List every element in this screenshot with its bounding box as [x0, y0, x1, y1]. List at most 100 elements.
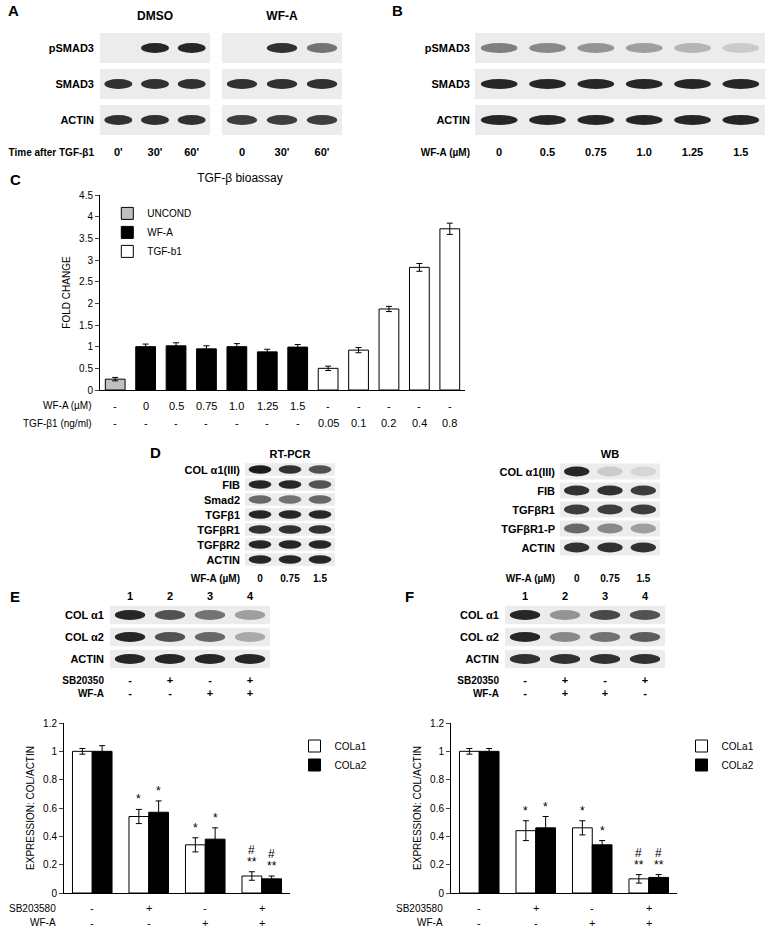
- svg-text:0.5: 0.5: [540, 146, 555, 158]
- svg-text:+: +: [146, 902, 152, 914]
- svg-text:-: -: [147, 917, 151, 929]
- svg-text:TGF-β bioassay: TGF-β bioassay: [197, 171, 283, 185]
- svg-text:0.2: 0.2: [430, 859, 444, 870]
- svg-text:0.75: 0.75: [585, 146, 606, 158]
- svg-text:0.8: 0.8: [430, 774, 444, 785]
- svg-text:4: 4: [642, 590, 649, 602]
- svg-text:-: -: [265, 417, 269, 429]
- svg-text:0.6: 0.6: [430, 803, 444, 814]
- svg-text:ACTIN: ACTIN: [436, 114, 470, 126]
- svg-text:C: C: [10, 171, 21, 188]
- svg-text:WF-A: WF-A: [266, 9, 298, 23]
- svg-text:COL α1(III): COL α1(III): [185, 464, 241, 476]
- svg-text:WB: WB: [601, 448, 619, 460]
- svg-text:Time after TGF-β1: Time after TGF-β1: [9, 147, 95, 158]
- svg-text:0.75: 0.75: [600, 573, 620, 584]
- svg-text:1.5: 1.5: [290, 400, 305, 412]
- svg-text:SB203580: SB203580: [9, 903, 56, 914]
- svg-text:**: **: [634, 858, 644, 872]
- svg-text:pSMAD3: pSMAD3: [425, 42, 470, 54]
- svg-text:+: +: [589, 917, 595, 929]
- svg-text:WF-A: WF-A: [473, 688, 499, 699]
- svg-text:3: 3: [602, 590, 608, 602]
- svg-text:TGF-b1: TGF-b1: [147, 246, 182, 257]
- svg-text:SB20350: SB20350: [457, 675, 499, 686]
- svg-text:TGFβR2: TGFβR2: [197, 539, 240, 551]
- svg-text:*: *: [543, 800, 548, 814]
- svg-text:1.2: 1.2: [43, 718, 57, 729]
- svg-text:EXPRESSION: COL/ACTIN: EXPRESSION: COL/ACTIN: [25, 746, 36, 870]
- svg-text:2: 2: [562, 590, 568, 602]
- svg-text:#: #: [268, 847, 275, 861]
- svg-text:WF-A: WF-A: [417, 917, 443, 928]
- svg-text:COL α2: COL α2: [460, 631, 499, 643]
- svg-text:3.5: 3.5: [79, 233, 93, 244]
- svg-text:pSMAD3: pSMAD3: [49, 42, 94, 54]
- svg-text:-: -: [523, 674, 527, 686]
- svg-text:EXPRESSION: COL/ACTIN: EXPRESSION: COL/ACTIN: [412, 746, 423, 870]
- svg-text:-: -: [477, 902, 481, 914]
- svg-text:-: -: [326, 400, 330, 412]
- svg-text:**: **: [654, 858, 664, 872]
- svg-text:*: *: [136, 792, 141, 806]
- svg-text:SB20350: SB20350: [62, 675, 104, 686]
- svg-text:-: -: [643, 687, 647, 699]
- svg-text:3: 3: [87, 255, 93, 266]
- svg-text:COLa2: COLa2: [335, 760, 367, 771]
- svg-text:1.2: 1.2: [430, 718, 444, 729]
- svg-text:-: -: [113, 400, 117, 412]
- svg-text:WF-A (µM): WF-A (µM): [43, 400, 92, 411]
- svg-text:1: 1: [87, 341, 93, 352]
- svg-text:-: -: [523, 687, 527, 699]
- svg-text:1.5: 1.5: [313, 573, 327, 584]
- svg-text:+: +: [646, 902, 652, 914]
- svg-text:-: -: [144, 417, 148, 429]
- svg-text:0: 0: [574, 573, 580, 584]
- svg-text:-: -: [590, 902, 594, 914]
- svg-text:-: -: [90, 902, 94, 914]
- svg-text:30': 30': [275, 146, 290, 158]
- svg-text:*: *: [213, 811, 218, 825]
- svg-text:-: -: [204, 417, 208, 429]
- svg-text:-: -: [417, 400, 421, 412]
- svg-text:RT-PCR: RT-PCR: [270, 448, 311, 460]
- svg-text:ACTIN: ACTIN: [70, 653, 104, 665]
- svg-text:TGFβ1: TGFβ1: [205, 509, 240, 521]
- svg-text:0.75: 0.75: [196, 400, 217, 412]
- svg-text:1.5: 1.5: [79, 320, 93, 331]
- svg-text:60': 60': [184, 146, 199, 158]
- svg-text:A: A: [8, 2, 19, 19]
- svg-text:+: +: [202, 917, 208, 929]
- svg-text:60': 60': [315, 146, 330, 158]
- svg-text:1.0: 1.0: [637, 146, 652, 158]
- svg-text:+: +: [562, 674, 568, 686]
- svg-text:0.5: 0.5: [169, 400, 184, 412]
- svg-text:0: 0: [239, 146, 245, 158]
- svg-text:TGFβR1: TGFβR1: [197, 524, 240, 536]
- svg-text:-: -: [477, 917, 481, 929]
- svg-text:1.25: 1.25: [682, 146, 703, 158]
- svg-text:D: D: [150, 444, 161, 461]
- svg-text:*: *: [600, 824, 605, 838]
- svg-text:0.4: 0.4: [412, 417, 427, 429]
- svg-text:COL α1: COL α1: [65, 609, 104, 621]
- svg-text:+: +: [207, 687, 213, 699]
- svg-text:1.0: 1.0: [229, 400, 244, 412]
- svg-text:1: 1: [522, 590, 528, 602]
- svg-text:4: 4: [247, 590, 254, 602]
- svg-text:1.25: 1.25: [257, 400, 278, 412]
- svg-text:0.5: 0.5: [79, 363, 93, 374]
- svg-text:TGFβR1-P: TGFβR1-P: [501, 523, 555, 535]
- svg-text:SMAD3: SMAD3: [55, 78, 94, 90]
- svg-text:F: F: [405, 588, 414, 605]
- svg-text:0.05: 0.05: [318, 417, 339, 429]
- svg-text:TGFβR1: TGFβR1: [512, 504, 555, 516]
- svg-text:0.8: 0.8: [442, 417, 457, 429]
- svg-text:WF-A: WF-A: [78, 688, 104, 699]
- svg-text:2.5: 2.5: [79, 276, 93, 287]
- svg-text:0.8: 0.8: [43, 774, 57, 785]
- svg-text:+: +: [562, 687, 568, 699]
- svg-text:-: -: [90, 917, 94, 929]
- svg-text:0.4: 0.4: [43, 831, 57, 842]
- svg-text:0: 0: [87, 385, 93, 396]
